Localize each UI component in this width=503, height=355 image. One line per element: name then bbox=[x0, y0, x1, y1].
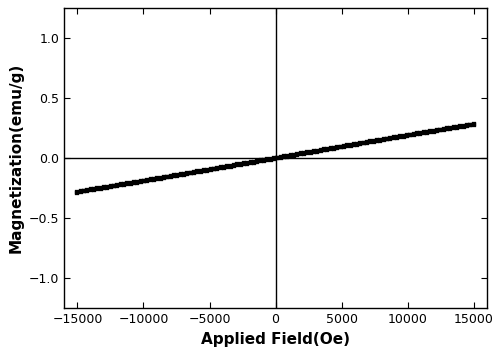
Y-axis label: Magnetization(emu/g): Magnetization(emu/g) bbox=[9, 63, 23, 253]
X-axis label: Applied Field(Oe): Applied Field(Oe) bbox=[201, 332, 350, 347]
